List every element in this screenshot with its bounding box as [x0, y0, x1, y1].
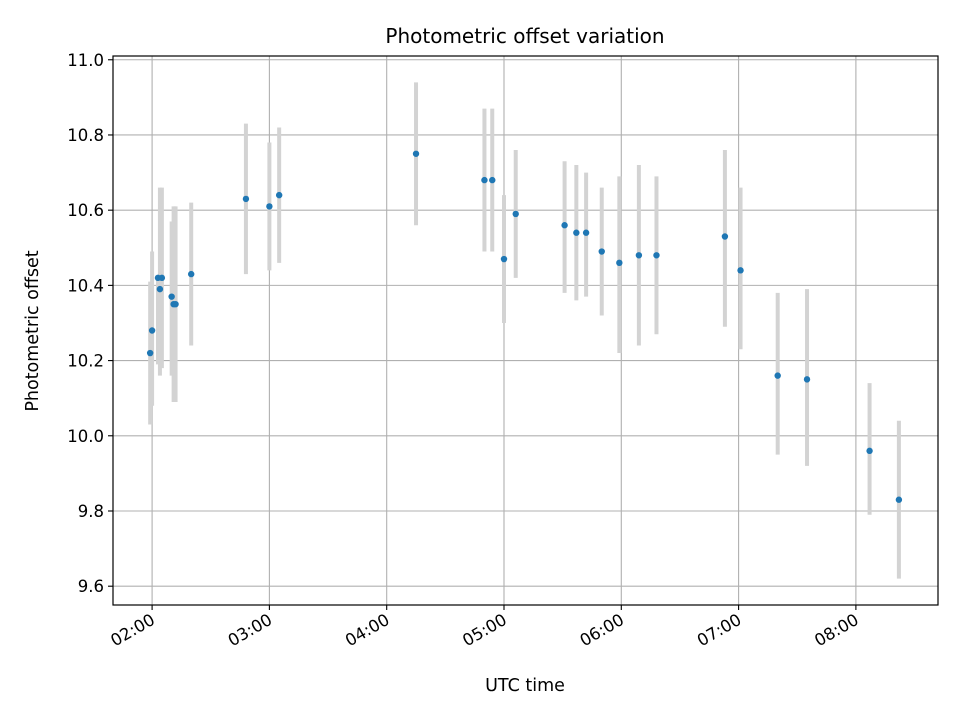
data-point [148, 327, 156, 334]
data-point [158, 274, 166, 282]
data-point [172, 300, 179, 308]
data-point [489, 176, 496, 184]
y-tick-label: 10.4 [67, 276, 104, 295]
data-point [598, 248, 605, 255]
data-point [412, 150, 420, 157]
y-tick-label: 10.8 [67, 126, 104, 145]
data-point [242, 195, 250, 203]
data-point [803, 376, 811, 383]
data-point [156, 285, 164, 293]
y-tick-label: 9.8 [78, 502, 104, 521]
y-axis-ticks: 9.6 9.8 10.0 10.2 10.4 10.6 10.8 11.0 [67, 51, 113, 596]
data-point [512, 210, 519, 218]
data-point [616, 259, 623, 267]
data-point [266, 203, 273, 210]
data-point [481, 176, 488, 184]
y-axis-label: Photometric offset [23, 250, 43, 411]
y-tick-label: 10.2 [67, 352, 104, 371]
y-tick-label: 11.0 [67, 51, 104, 70]
data-point [895, 496, 903, 503]
data-points [146, 150, 903, 503]
data-point [573, 229, 580, 236]
data-point [500, 255, 508, 263]
data-point [561, 222, 568, 229]
data-point [146, 349, 154, 357]
data-point [168, 293, 175, 300]
data-point [635, 252, 643, 259]
data-point [653, 252, 660, 259]
y-tick-label: 10.0 [67, 427, 104, 446]
grid [113, 56, 938, 605]
chart-title: Photometric offset variation [385, 24, 664, 48]
data-point [737, 267, 744, 274]
plot-background [113, 56, 938, 605]
data-point [866, 447, 873, 455]
data-point [187, 270, 195, 278]
y-tick-label: 9.6 [78, 577, 104, 596]
data-point [275, 191, 283, 199]
data-point [721, 233, 729, 240]
y-tick-label: 10.6 [67, 201, 104, 220]
x-axis-label: UTC time [485, 676, 565, 696]
plot-frame [112, 55, 939, 606]
data-point [774, 372, 781, 379]
data-point [582, 229, 590, 236]
